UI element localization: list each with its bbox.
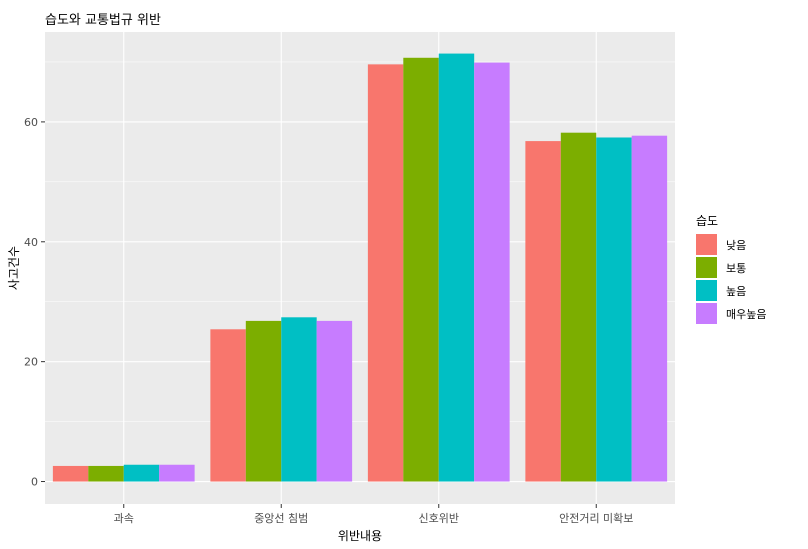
bars <box>52 53 668 482</box>
bar <box>52 465 89 482</box>
chart-title: 습도와 교통법규 위반 <box>45 13 161 28</box>
y-tick-label: 0 <box>31 476 38 489</box>
x-axis-title: 위반내용 <box>338 529 382 543</box>
x-tick-label: 과속 <box>114 512 134 525</box>
x-axis: 과속 중앙선 침범 신호위반 안전거리 미확보 <box>114 504 633 525</box>
legend-swatch <box>696 280 717 301</box>
bar <box>525 141 561 482</box>
y-axis-title: 사고건수 <box>7 246 21 290</box>
bar <box>88 465 124 482</box>
legend-label: 매우높음 <box>726 308 766 321</box>
legend-label: 높음 <box>726 285 746 298</box>
y-tick-label: 20 <box>24 356 38 369</box>
bar <box>474 62 510 482</box>
y-tick-label: 60 <box>24 116 38 129</box>
bar <box>596 137 632 482</box>
bar <box>281 317 317 482</box>
bar <box>438 53 475 482</box>
legend-swatch <box>696 234 717 255</box>
x-tick-label: 중앙선 침범 <box>254 512 308 525</box>
y-tick-label: 40 <box>24 236 38 249</box>
x-tick-label: 안전거리 미확보 <box>559 512 633 525</box>
legend-label: 보통 <box>726 262 746 275</box>
x-tick-label: 신호위반 <box>419 512 459 525</box>
legend-swatch <box>696 257 717 278</box>
bar <box>403 57 439 482</box>
bar <box>210 329 246 482</box>
bar <box>316 320 353 482</box>
legend-title: 습도 <box>696 214 718 228</box>
legend-label: 낮음 <box>726 239 746 252</box>
bar <box>367 64 404 482</box>
legend-swatch <box>696 303 717 324</box>
bar <box>245 320 282 482</box>
bar <box>631 135 668 482</box>
bar <box>123 464 160 482</box>
y-axis: 0 20 40 60 <box>24 116 45 489</box>
bar <box>159 464 195 482</box>
bar <box>560 132 597 482</box>
